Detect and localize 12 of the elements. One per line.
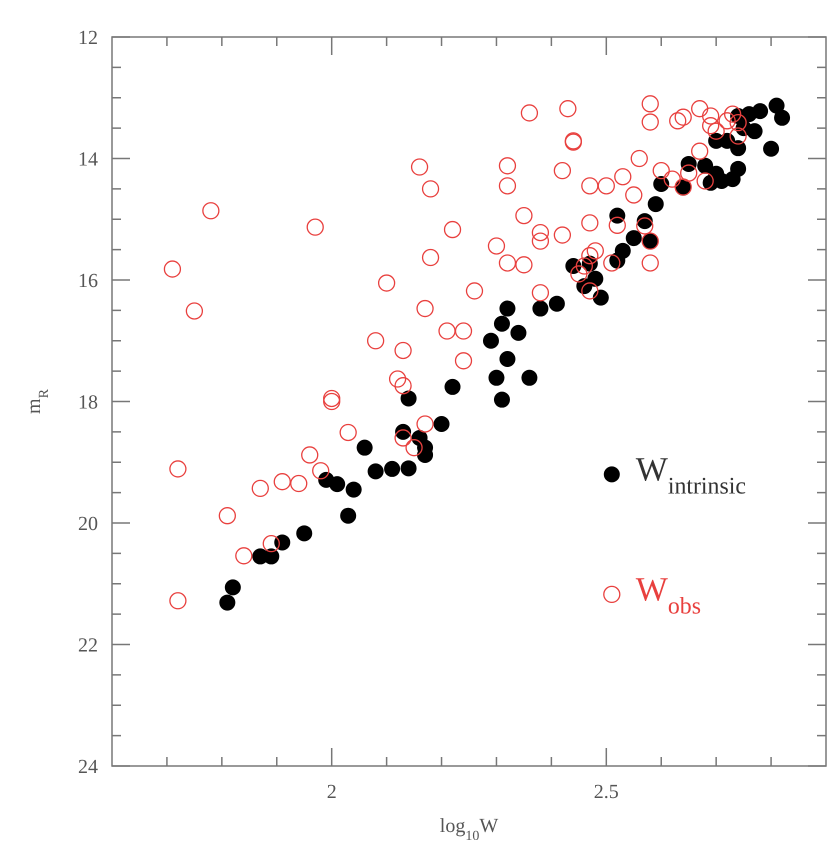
legend-label: W$_{intrinsic}$	[636, 451, 746, 500]
x-tick-label: 2.5	[594, 781, 619, 803]
y-tick-label: 24	[78, 756, 98, 778]
y-tick-label: 22	[78, 634, 98, 656]
y-tick-label: 14	[78, 148, 98, 170]
y-tick-label: 18	[78, 392, 98, 414]
legend-label: W$_{obs}$	[636, 571, 701, 620]
y-tick-label: 12	[78, 27, 98, 49]
x-tick-label: 2	[326, 781, 337, 803]
x-axis-title: log$_{10}$W	[440, 815, 498, 844]
y-tick-label: 16	[78, 270, 98, 292]
y-tick-label: 20	[78, 513, 98, 535]
